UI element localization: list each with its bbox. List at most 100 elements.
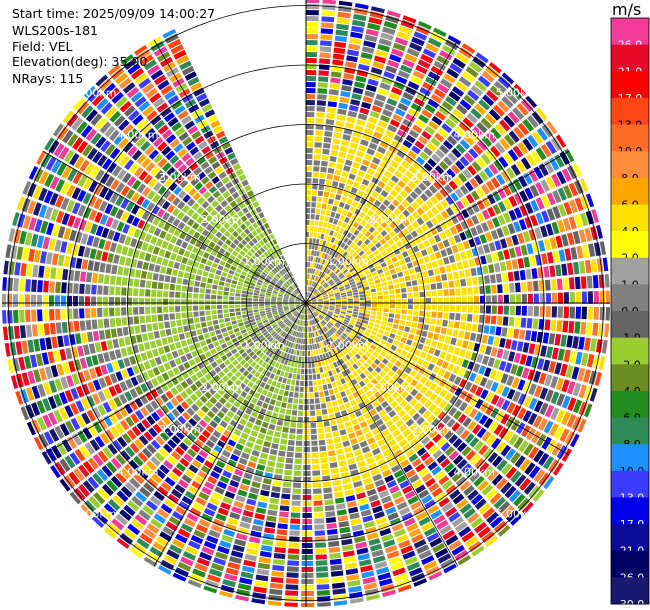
range-gate: [490, 516, 503, 529]
range-gate: [363, 246, 370, 253]
range-gate: [151, 411, 161, 422]
range-gate: [340, 311, 346, 315]
range-gate: [378, 246, 385, 253]
range-gate: [382, 266, 389, 272]
range-gate: [500, 444, 512, 457]
range-gate: [325, 179, 332, 186]
range-gate: [272, 412, 279, 419]
range-gate: [431, 260, 438, 268]
range-gate: [225, 523, 237, 532]
range-gate: [424, 125, 436, 136]
range-gate: [384, 234, 391, 242]
range-gate: [393, 528, 406, 538]
range-gate: [231, 392, 239, 400]
range-gate: [519, 458, 531, 472]
range-gate: [319, 46, 332, 53]
radar-ray: [158, 303, 306, 575]
range-gate: [344, 562, 358, 570]
range-gate: [387, 280, 393, 285]
range-gate: [381, 469, 392, 478]
range-gate: [496, 384, 505, 395]
range-gate: [114, 297, 121, 306]
range-gate: [300, 326, 303, 332]
range-gate: [369, 162, 378, 170]
range-gate: [235, 594, 249, 602]
range-gate: [405, 195, 414, 204]
range-gate: [104, 329, 112, 339]
range-gate: [251, 279, 257, 284]
range-gate: [269, 497, 279, 505]
range-gate: [99, 186, 109, 199]
range-gate: [344, 421, 352, 428]
range-gate: [230, 375, 238, 383]
range-gate: [316, 296, 322, 299]
range-gate: [115, 471, 127, 484]
range-gate: [260, 489, 270, 497]
range-gate: [535, 147, 547, 161]
range-gate: [431, 115, 443, 126]
range-gate: [339, 465, 349, 473]
range-gate: [444, 381, 453, 391]
range-gate: [332, 582, 346, 589]
range-gate: [163, 222, 171, 232]
range-gate: [283, 421, 290, 427]
range-gate: [86, 395, 96, 408]
range-gate: [296, 428, 303, 434]
range-gate: [406, 287, 413, 293]
range-gate: [569, 199, 578, 214]
range-gate: [316, 284, 320, 289]
range-gate: [354, 156, 363, 164]
range-gate: [267, 404, 274, 411]
range-gate: [259, 308, 265, 312]
range-gate: [494, 240, 502, 251]
range-gate: [306, 165, 312, 172]
radar-ray: [5, 244, 306, 303]
range-gate: [367, 374, 374, 381]
range-gate: [347, 310, 353, 314]
range-gate: [196, 409, 206, 418]
range-gate: [304, 321, 306, 326]
range-gate: [412, 286, 419, 292]
range-gate: [202, 271, 209, 277]
range-gate: [348, 358, 355, 365]
range-gate: [311, 262, 315, 268]
range-gate: [45, 337, 53, 350]
range-gate: [292, 343, 296, 349]
range-gate: [418, 406, 427, 415]
range-gate: [195, 454, 206, 464]
range-gate: [333, 387, 339, 394]
range-gate: [371, 330, 377, 336]
range-gate: [273, 314, 279, 319]
range-gate: [272, 324, 278, 329]
range-gate: [321, 469, 330, 476]
range-gate: [472, 424, 482, 435]
range-gate: [306, 16, 319, 22]
range-gate: [54, 425, 65, 439]
range-gate: [328, 456, 337, 463]
range-gate: [34, 249, 42, 263]
range-gate: [224, 262, 231, 269]
range-gate: [389, 54, 402, 63]
range-gate: [505, 339, 512, 349]
range-gate: [311, 319, 314, 325]
range-gate: [451, 471, 463, 483]
radar-ray: [306, 303, 485, 557]
radar-ray: [306, 303, 471, 566]
range-gate: [149, 358, 157, 368]
range-gate: [222, 392, 231, 400]
range-gate: [291, 317, 296, 322]
range-gate: [323, 420, 330, 427]
range-gate: [380, 221, 388, 229]
range-gate: [326, 277, 332, 283]
range-gate: [535, 197, 545, 210]
range-gate: [442, 44, 456, 56]
range-gate: [478, 444, 489, 456]
range-gate: [351, 524, 363, 532]
range-gate: [191, 459, 202, 469]
range-gate: [483, 417, 494, 429]
range-gate: [517, 379, 526, 391]
range-gate: [437, 553, 452, 564]
range-gate: [505, 448, 516, 461]
range-gate: [457, 172, 468, 183]
range-gate: [163, 459, 174, 470]
